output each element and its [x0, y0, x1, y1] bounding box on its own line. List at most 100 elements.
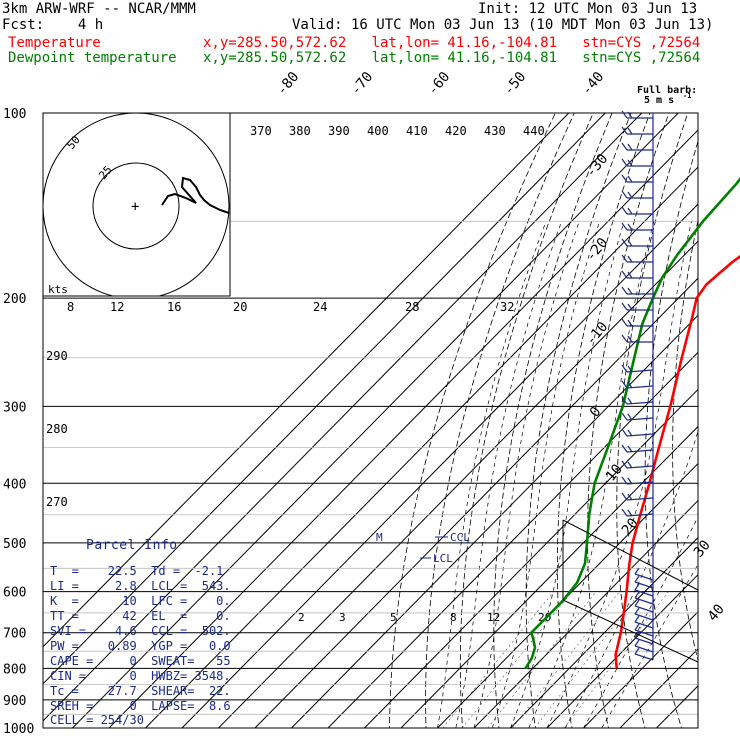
wind-barbs	[562, 110, 699, 663]
parcel-row: TT = 42 EL = 0.	[50, 609, 231, 623]
parcel-row: PW = 0.89 YGP = 0.0	[50, 639, 231, 653]
mixing-ratio-label-3: 3	[339, 611, 346, 624]
wind-barb	[634, 631, 654, 645]
mixing-ratio-label-12: 12	[487, 611, 500, 624]
temperature-location: x,y=285.50,572.62 lat,lon= 41.16,-104.81…	[203, 35, 701, 51]
isotherm-label--60: -60	[425, 69, 454, 99]
dry-adiabat	[616, 113, 689, 728]
theta-label-400: 400	[367, 124, 389, 138]
moist-adiabat	[601, 563, 698, 728]
pressure-label-600: 600	[3, 586, 26, 601]
isotherm-line	[364, 388, 698, 728]
wind-barb	[621, 302, 653, 311]
wind-barb	[621, 508, 654, 517]
lcl-label: LCL	[433, 552, 453, 565]
moist-adiabat	[473, 221, 580, 728]
isotherm-line	[291, 314, 698, 728]
wind-barb	[621, 238, 653, 247]
parcel-row: CAPE = 0 SWEAT= 55	[50, 654, 231, 668]
isotherm-line	[400, 425, 698, 728]
ccl-label: CCL	[450, 531, 470, 544]
wind-barb	[621, 380, 654, 389]
pressure-label-900: 900	[3, 694, 26, 709]
pressure-label-700: 700	[3, 627, 26, 642]
mixing-ratio-line	[563, 591, 669, 728]
wind-barb	[621, 110, 653, 119]
wind-barb	[621, 428, 654, 437]
barb-legend-line2: 5 m s	[644, 95, 674, 106]
parcel-row: LI = 2.8 LCL = 543.	[50, 579, 231, 593]
isotherm-line	[181, 203, 698, 728]
plot-frame	[42, 112, 699, 729]
wet-bulb-label-8: 8	[67, 300, 74, 314]
parcel-info-panel: Parcel Info T = 22.5 Td = -2.1 LI = 2.8 …	[44, 538, 232, 728]
wind-barb	[634, 623, 654, 637]
parcel-row: Tc = 27.7 SHEAR= 22.	[50, 684, 231, 698]
moist-adiabat	[437, 221, 547, 728]
isotherm-label-40: 40	[705, 601, 728, 624]
wind-barb	[621, 190, 653, 199]
wind-barb	[621, 444, 654, 453]
parcel-info-title: Parcel Info	[86, 538, 178, 553]
wind-barb	[621, 270, 653, 279]
panel-edge	[562, 599, 699, 663]
isotherm-line	[546, 573, 698, 728]
isotherm-line	[43, 113, 570, 648]
hodograph: 25 50 + kts	[42, 112, 231, 297]
hodograph-trace	[161, 176, 230, 214]
dewpoint-legend-label: Dewpoint temperature	[8, 50, 177, 66]
moist-adiabat	[510, 221, 625, 728]
dry-adiabat	[725, 113, 740, 740]
barb-legend-line1: Full barb:	[637, 85, 697, 96]
theta-label-440: 440	[523, 124, 545, 138]
dry-adiabat	[459, 113, 594, 728]
isotherm-line	[510, 536, 698, 728]
isotherm-label--80: -80	[274, 69, 303, 99]
forecast-hour: Fcst: 4 h	[2, 17, 104, 33]
pressure-label-500: 500	[3, 537, 26, 552]
theta-label-290: 290	[46, 349, 68, 363]
wind-barb	[621, 206, 653, 215]
theta-label-410: 410	[406, 124, 428, 138]
wind-barb	[621, 396, 654, 405]
dry-adiabat	[672, 218, 698, 663]
wind-barb	[621, 364, 654, 373]
wind-barb	[621, 174, 653, 183]
moist-adiabat	[546, 221, 692, 728]
pressure-label-1000: 1000	[3, 722, 34, 737]
pressure-label-100: 100	[3, 107, 26, 122]
wind-barb	[634, 591, 654, 605]
wet-bulb-label-12: 12	[110, 300, 124, 314]
wind-barb	[621, 334, 653, 343]
mixing-ratio-label-5: 5	[390, 611, 397, 624]
wind-barb	[634, 615, 654, 629]
wet-bulb-label-16: 16	[167, 300, 181, 314]
isotherm-line	[327, 351, 698, 728]
theta-label-370: 370	[250, 124, 272, 138]
parcel-row: T = 22.5 Td = -2.1	[50, 564, 224, 578]
wet-bulb-label-24: 24	[313, 300, 327, 314]
wind-barb	[621, 254, 653, 263]
isotherm-line	[437, 462, 698, 728]
dry-adiabat	[587, 113, 670, 728]
isotherm-line	[583, 611, 698, 728]
m-marker: M	[376, 531, 383, 544]
temperature-legend-label: Temperature	[8, 35, 101, 51]
isotherm-label--10: -10	[583, 319, 612, 349]
pressure-label-300: 300	[3, 400, 26, 415]
wind-barb	[634, 567, 654, 581]
dry-adiabat	[644, 139, 698, 728]
wet-bulb-label-28: 28	[405, 300, 419, 314]
theta-label-280: 280	[46, 422, 68, 436]
mixing-ratio-label-8: 8	[450, 611, 457, 624]
dewpoint-location: x,y=285.50,572.62 lat,lon= 41.16,-104.81…	[203, 50, 701, 66]
barb-legend: Full barb: 5 m s -1	[637, 85, 697, 106]
wind-barb	[634, 647, 654, 661]
dewpoint-profile	[524, 177, 740, 670]
wind-barb	[621, 142, 653, 151]
wind-barb	[621, 158, 653, 167]
isotherm-label--40: -40	[579, 69, 608, 99]
parcel-row: SVI = 4.6 CCL = 502.	[50, 624, 231, 638]
wind-barb	[634, 639, 654, 653]
model-title: 3km ARW-WRF -- NCAR/MMM	[2, 1, 196, 17]
